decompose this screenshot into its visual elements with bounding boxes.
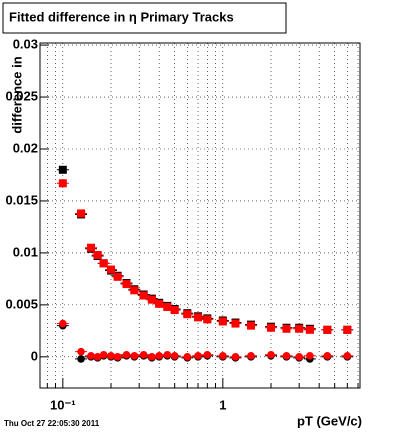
point [183, 353, 192, 361]
point [122, 280, 131, 289]
point [218, 317, 227, 326]
point [323, 325, 332, 334]
y-tick-label: 0.02 [13, 140, 38, 155]
point [107, 351, 115, 360]
point [99, 350, 108, 359]
point [77, 355, 85, 363]
point [77, 347, 85, 356]
point [148, 353, 156, 361]
point [282, 351, 291, 360]
point [77, 209, 86, 218]
point [87, 243, 96, 252]
point [147, 295, 156, 304]
point [99, 259, 108, 268]
point [163, 350, 172, 359]
point [194, 351, 202, 360]
y-tick-label: 0 [31, 348, 38, 363]
y-tick-label: 0.015 [5, 192, 38, 207]
point [203, 315, 212, 324]
title-box [2, 2, 287, 34]
y-axis-label: difference in [9, 56, 24, 133]
point [343, 325, 352, 334]
point [305, 325, 314, 334]
point [203, 350, 212, 359]
plot-frame [39, 42, 361, 389]
point [139, 350, 148, 359]
point [130, 351, 139, 360]
point [219, 351, 227, 360]
x-tick-label: 10⁻¹ [50, 397, 76, 412]
point [170, 306, 179, 315]
point [231, 353, 240, 361]
point [58, 179, 67, 188]
point [295, 324, 304, 333]
point [247, 351, 255, 360]
point [295, 353, 303, 361]
y-tick-label: 0.025 [5, 88, 38, 103]
point [194, 313, 203, 322]
point [323, 351, 332, 360]
point [58, 165, 67, 174]
point [87, 351, 95, 360]
point [155, 351, 163, 360]
point [139, 291, 148, 300]
x-tick-label: 1 [219, 397, 226, 412]
point [266, 323, 275, 332]
footer: Thu Oct 27 22:05:30 2011 [4, 419, 100, 428]
point [231, 319, 240, 328]
point [306, 351, 314, 360]
y-tick-label: 0.01 [13, 244, 38, 259]
point [282, 324, 291, 333]
point [183, 310, 192, 319]
point [59, 319, 67, 328]
point [122, 350, 131, 359]
point [267, 350, 275, 359]
y-tick-label: 0.03 [13, 37, 38, 52]
point [93, 250, 102, 259]
point [247, 321, 256, 330]
point [130, 286, 139, 295]
point [113, 272, 122, 281]
chart-title: Fitted difference in η Primary Tracks [9, 9, 234, 24]
point [113, 353, 122, 361]
x-axis-label: pT (GeV/c) [297, 413, 362, 428]
point [163, 302, 172, 311]
point [106, 265, 115, 274]
point [170, 351, 179, 360]
point [343, 351, 352, 360]
point [155, 299, 164, 308]
y-tick-label: 0.005 [5, 296, 38, 311]
